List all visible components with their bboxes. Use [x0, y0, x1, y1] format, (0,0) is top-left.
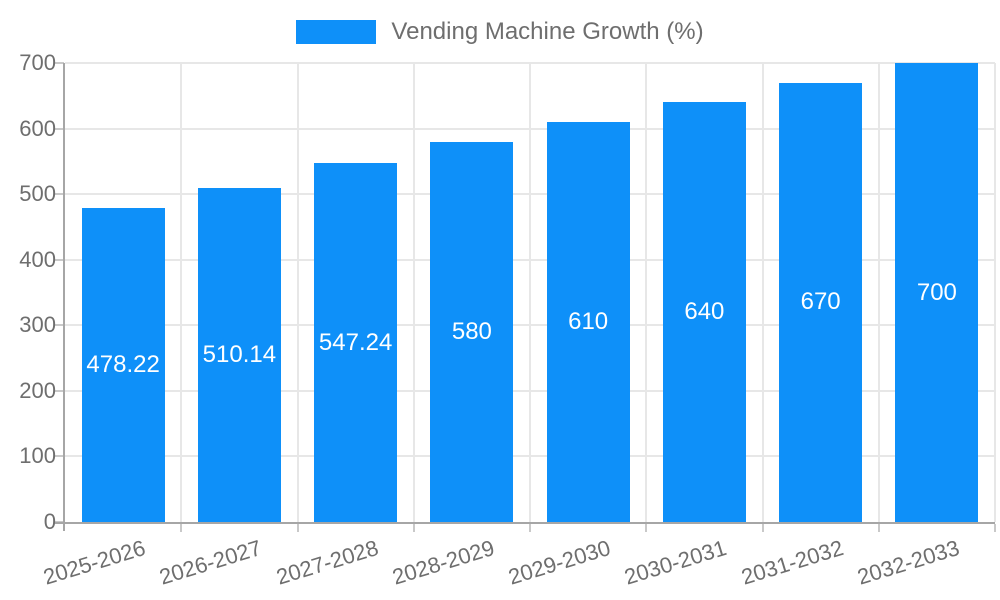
- bar-value-label: 510.14: [202, 340, 277, 368]
- x-tick-mark: [412, 524, 415, 532]
- y-axis-tick-label: 500: [19, 181, 56, 207]
- y-tick-mark: [54, 62, 64, 64]
- bar-value-label: 670: [800, 288, 841, 316]
- bar-value-label: 610: [568, 308, 609, 335]
- v-gridline: [645, 63, 648, 522]
- y-axis-tick-label: 700: [19, 50, 56, 75]
- bar-value-label: 700: [916, 278, 957, 306]
- bar[interactable]: 700: [895, 63, 979, 522]
- x-tick-mark: [296, 524, 299, 532]
- v-gridline: [994, 63, 996, 522]
- y-tick-mark: [54, 127, 64, 130]
- plot-area: 478.22 510.14 547.24 580 610 640 670 700: [65, 62, 996, 522]
- v-gridline: [296, 63, 299, 522]
- chart-legend[interactable]: Vending Machine Growth (%): [0, 18, 1000, 46]
- y-axis-tick-label: 300: [19, 312, 56, 338]
- y-axis-line: [63, 63, 65, 531]
- v-gridline: [877, 63, 880, 522]
- x-tick-mark: [761, 524, 764, 532]
- y-tick-mark: [54, 455, 64, 458]
- v-gridline: [180, 63, 183, 522]
- bar[interactable]: 580: [430, 141, 514, 522]
- y-axis-tick-label: 100: [19, 443, 56, 469]
- v-gridline: [529, 63, 531, 522]
- y-axis-tick-label: 0: [43, 509, 56, 534]
- bar[interactable]: 510.14: [197, 187, 281, 522]
- y-tick-mark: [54, 258, 64, 261]
- v-gridline: [412, 63, 415, 522]
- x-tick-mark: [529, 524, 531, 532]
- y-axis-tick-label: 400: [19, 246, 56, 272]
- bar[interactable]: 670: [779, 82, 863, 522]
- y-tick-mark: [54, 324, 64, 327]
- x-tick-mark: [645, 524, 648, 532]
- x-tick-mark: [180, 524, 183, 532]
- x-tick-mark: [994, 524, 996, 532]
- legend-label: Vending Machine Growth (%): [391, 18, 704, 45]
- bar-value-label: 580: [451, 317, 492, 345]
- bar[interactable]: 610: [546, 122, 630, 522]
- bar-value-label: 547.24: [318, 328, 393, 356]
- legend-swatch: [296, 20, 377, 44]
- bar-value-label: 640: [684, 298, 725, 326]
- y-tick-mark: [54, 193, 64, 196]
- bar[interactable]: 547.24: [314, 163, 398, 522]
- x-axis-line: [55, 522, 995, 524]
- v-gridline: [761, 63, 764, 522]
- y-tick-mark: [54, 389, 64, 392]
- y-axis-tick-label: 200: [19, 377, 56, 403]
- bar[interactable]: 640: [662, 102, 746, 522]
- x-tick-mark: [877, 524, 880, 532]
- y-axis-tick-label: 600: [19, 115, 56, 141]
- bar-value-label: 478.22: [86, 351, 160, 379]
- bar[interactable]: 478.22: [81, 208, 165, 522]
